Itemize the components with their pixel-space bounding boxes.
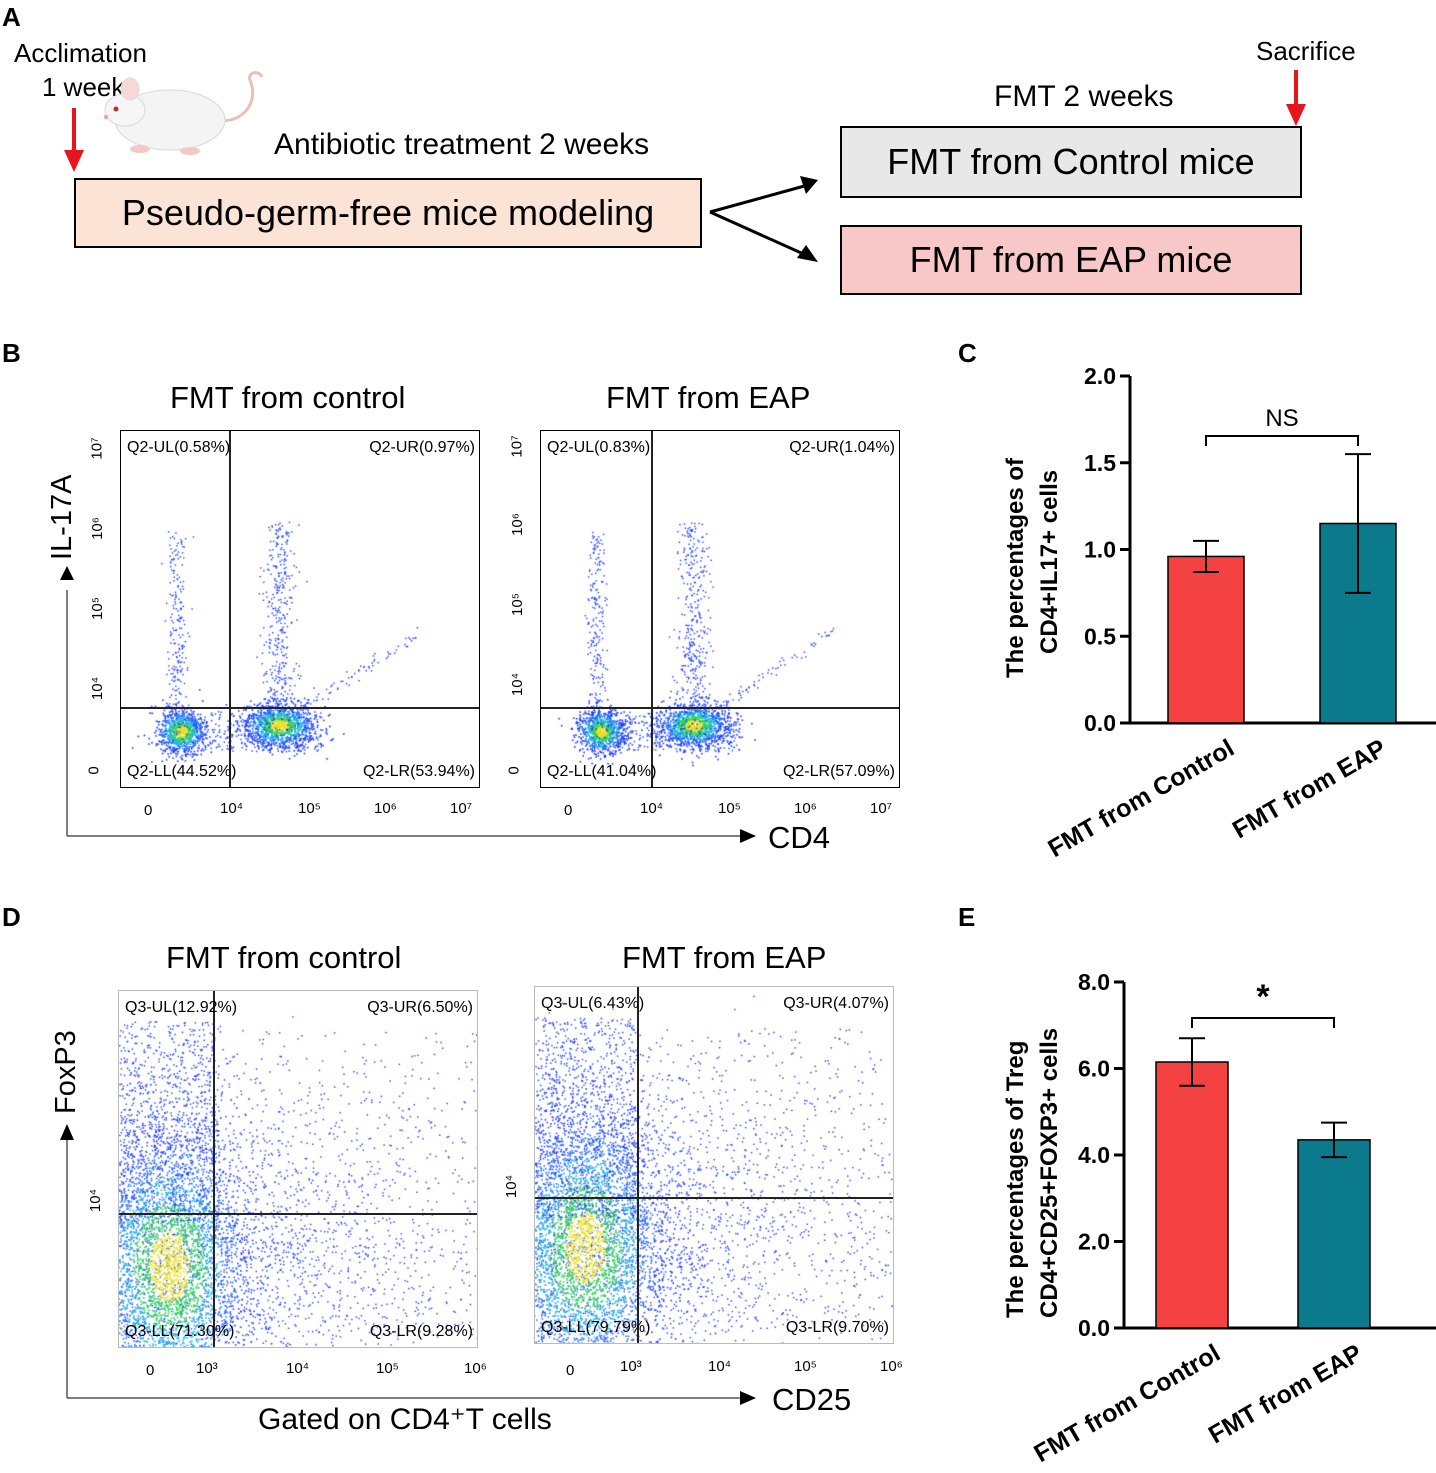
- quadrant-ll: Q3-LL(71.30%): [125, 1323, 235, 1340]
- plot-d1-title: FMT from control: [166, 940, 402, 975]
- acclimation-duration: 1 week: [42, 72, 125, 102]
- y-tick-label: 1.5: [1084, 450, 1116, 476]
- b1-xtick: 10⁶: [374, 800, 397, 817]
- y-tick-label: 2.0: [1078, 1229, 1110, 1255]
- bar: [1167, 555, 1245, 724]
- panel-d-x-axis-label: CD25: [772, 1382, 852, 1417]
- panel-b-axis-arrows: [60, 566, 756, 843]
- y-tick-label: 4.0: [1078, 1142, 1110, 1168]
- gate-label: Gated on CD4⁺T cells: [258, 1403, 552, 1436]
- panel-letter-a: A: [2, 2, 21, 32]
- d2-xtick: 10³: [620, 1358, 642, 1375]
- timeline-arrows: [64, 70, 1306, 262]
- sacrifice-label: Sacrifice: [1256, 36, 1356, 66]
- quadrant-lr: Q3-LR(9.70%): [785, 1319, 889, 1336]
- plot-d2-title: FMT from EAP: [622, 940, 827, 975]
- significance-bracket: [1205, 435, 1359, 446]
- y-tick-label: 2.0: [1084, 363, 1116, 389]
- significance-bracket: [1191, 1017, 1335, 1028]
- d2-xtick: 0: [566, 1362, 575, 1379]
- y-tick-label: 8.0: [1078, 969, 1110, 995]
- quadrant-ur: Q3-UR(6.50%): [367, 999, 473, 1016]
- quadrant-lr: Q2-LR(57.09%): [782, 763, 895, 780]
- plot-b2-title: FMT from EAP: [606, 380, 811, 415]
- significance-label: NS: [1265, 405, 1298, 432]
- panel-letter-e: E: [958, 902, 976, 932]
- d1-xtick: 10⁴: [286, 1360, 310, 1377]
- d1-xtick: 10⁵: [376, 1360, 399, 1377]
- b1-xtick: 0: [144, 802, 153, 819]
- modeling-box: Pseudo-germ-free mice modeling: [74, 178, 702, 248]
- flow-plot-b2: Q2-UL(0.83%) Q2-UR(1.04%) Q2-LL(41.04%) …: [540, 430, 900, 788]
- y-tick-label: 0.0: [1084, 710, 1116, 736]
- panel-letter-c: C: [958, 338, 977, 368]
- b2-xtick: 10⁷: [870, 800, 893, 817]
- bar: [1155, 1061, 1229, 1329]
- d2-xtick: 10⁵: [794, 1358, 817, 1375]
- b2-xtick: 10⁵: [718, 800, 741, 817]
- b1-xtick: 10⁵: [298, 800, 321, 817]
- significance-label: *: [1256, 978, 1270, 1016]
- quadrant-ll: Q3-LL(79.79%): [541, 1319, 651, 1336]
- fmt-eap-box: FMT from EAP mice: [840, 225, 1302, 295]
- flow-plot-d1: Q3-UL(12.92%) Q3-UR(6.50%) Q3-LL(71.30%)…: [118, 990, 478, 1348]
- antibiotic-label: Antibiotic treatment 2 weeks: [274, 128, 650, 161]
- b2-xtick: 10⁶: [794, 800, 817, 817]
- quadrant-ur: Q3-UR(4.07%): [783, 995, 889, 1012]
- quadrant-ur: Q2-UR(1.04%): [789, 439, 895, 456]
- d2-xtick: 10⁶: [880, 1358, 903, 1375]
- panel-letter-b: B: [2, 338, 21, 368]
- b1-xtick: 10⁷: [450, 800, 473, 817]
- panel-letter-d: D: [2, 902, 21, 932]
- d1-xtick: 10⁶: [464, 1360, 487, 1377]
- flow-plot-b1: Q2-UL(0.58%) Q2-UR(0.97%) Q2-LL(44.52%) …: [120, 430, 480, 788]
- x-category-label: FMT from Control: [1029, 1339, 1225, 1468]
- quadrant-lr: Q2-LR(53.94%): [362, 763, 475, 780]
- bar: [1297, 1139, 1371, 1329]
- quadrant-ul: Q2-UL(0.58%): [127, 439, 231, 456]
- b2-xtick: 10⁴: [640, 800, 664, 817]
- fmt-control-box: FMT from Control mice: [840, 126, 1302, 198]
- plot-b1-title: FMT from control: [170, 380, 406, 415]
- quadrant-ur: Q2-UR(0.97%): [369, 439, 475, 456]
- d1-xtick: 10³: [196, 1360, 218, 1377]
- quadrant-ll: Q2-LL(41.04%): [547, 763, 657, 780]
- y-tick-label: 6.0: [1078, 1056, 1110, 1082]
- panel-b-x-axis-label: CD4: [768, 820, 831, 855]
- b1-xtick: 10⁴: [220, 800, 244, 817]
- fmt-duration-label: FMT 2 weeks: [994, 80, 1174, 113]
- d2-xtick: 10⁴: [708, 1358, 732, 1375]
- mouse-illustration: [104, 71, 264, 155]
- d1-xtick: 0: [146, 1362, 155, 1379]
- quadrant-ul: Q3-UL(12.92%): [125, 999, 238, 1016]
- quadrant-ll: Q2-LL(44.52%): [127, 763, 237, 780]
- b2-xtick: 0: [564, 802, 573, 819]
- y-tick-label: 1.0: [1084, 537, 1116, 563]
- quadrant-ul: Q2-UL(0.83%): [547, 439, 651, 456]
- acclimation-label: Acclimation: [14, 38, 147, 68]
- quadrant-lr: Q3-LR(9.28%): [369, 1323, 473, 1340]
- quadrant-ul: Q3-UL(6.43%): [541, 995, 645, 1012]
- y-tick-label: 0.5: [1084, 623, 1116, 649]
- x-category-label: FMT from EAP: [1204, 1339, 1367, 1449]
- y-tick-label: 0.0: [1078, 1315, 1110, 1341]
- flow-plot-d2: Q3-UL(6.43%) Q3-UR(4.07%) Q3-LL(79.79%) …: [534, 986, 894, 1344]
